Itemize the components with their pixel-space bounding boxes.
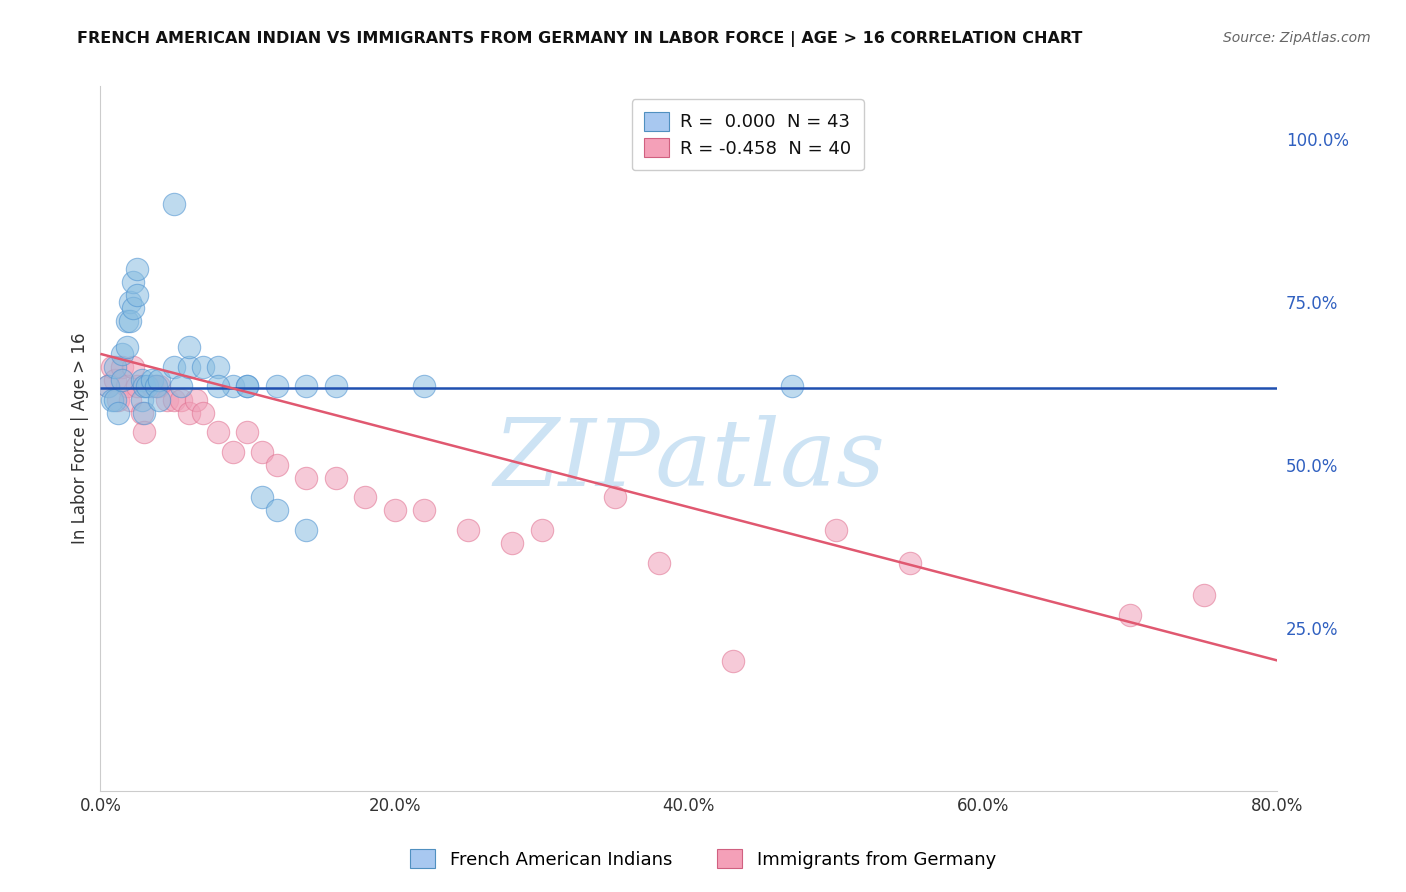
Point	[648, 556, 671, 570]
Point	[413, 503, 436, 517]
Point	[104, 359, 127, 374]
Text: FRENCH AMERICAN INDIAN VS IMMIGRANTS FROM GERMANY IN LABOR FORCE | AGE > 16 CORR: FRENCH AMERICAN INDIAN VS IMMIGRANTS FRO…	[77, 31, 1083, 47]
Point	[170, 392, 193, 407]
Point	[222, 444, 245, 458]
Point	[222, 379, 245, 393]
Point	[104, 373, 127, 387]
Point	[115, 314, 138, 328]
Point	[177, 406, 200, 420]
Point	[384, 503, 406, 517]
Point	[163, 359, 186, 374]
Point	[295, 379, 318, 393]
Point	[134, 379, 156, 393]
Point	[163, 392, 186, 407]
Point	[131, 373, 153, 387]
Point	[1192, 588, 1215, 602]
Point	[136, 379, 159, 393]
Point	[1119, 607, 1142, 622]
Point	[101, 359, 124, 374]
Point	[134, 425, 156, 439]
Point	[457, 523, 479, 537]
Point	[177, 340, 200, 354]
Point	[118, 392, 141, 407]
Point	[115, 379, 138, 393]
Point	[170, 379, 193, 393]
Point	[530, 523, 553, 537]
Point	[605, 491, 627, 505]
Point	[97, 379, 120, 393]
Point	[266, 458, 288, 472]
Point	[148, 379, 170, 393]
Point	[141, 373, 163, 387]
Point	[127, 262, 149, 277]
Point	[141, 379, 163, 393]
Point	[131, 392, 153, 407]
Point	[104, 392, 127, 407]
Point	[145, 379, 167, 393]
Point	[111, 373, 134, 387]
Point	[177, 359, 200, 374]
Point	[118, 314, 141, 328]
Point	[236, 379, 259, 393]
Point	[193, 359, 215, 374]
Point	[184, 392, 207, 407]
Point	[295, 471, 318, 485]
Point	[898, 556, 921, 570]
Point	[97, 379, 120, 393]
Point	[250, 444, 273, 458]
Point	[721, 653, 744, 667]
Point	[148, 373, 170, 387]
Point	[207, 425, 229, 439]
Point	[148, 392, 170, 407]
Point	[266, 503, 288, 517]
Point	[163, 196, 186, 211]
Point	[236, 379, 259, 393]
Legend: R =  0.000  N = 43, R = -0.458  N = 40: R = 0.000 N = 43, R = -0.458 N = 40	[631, 99, 865, 170]
Point	[501, 536, 523, 550]
Text: Source: ZipAtlas.com: Source: ZipAtlas.com	[1223, 31, 1371, 45]
Point	[107, 406, 129, 420]
Point	[825, 523, 848, 537]
Point	[354, 491, 377, 505]
Point	[145, 379, 167, 393]
Point	[250, 491, 273, 505]
Point	[207, 379, 229, 393]
Point	[780, 379, 803, 393]
Point	[115, 340, 138, 354]
Point	[127, 379, 149, 393]
Point	[121, 359, 143, 374]
Point	[295, 523, 318, 537]
Point	[107, 392, 129, 407]
Point	[134, 406, 156, 420]
Point	[266, 379, 288, 393]
Text: ZIPatlas: ZIPatlas	[494, 415, 884, 505]
Point	[155, 392, 177, 407]
Point	[118, 294, 141, 309]
Point	[121, 275, 143, 289]
Point	[193, 406, 215, 420]
Point	[101, 392, 124, 407]
Point	[207, 359, 229, 374]
Point	[325, 471, 347, 485]
Point	[127, 288, 149, 302]
Legend: French American Indians, Immigrants from Germany: French American Indians, Immigrants from…	[402, 841, 1004, 876]
Point	[131, 406, 153, 420]
Point	[413, 379, 436, 393]
Point	[121, 301, 143, 316]
Point	[325, 379, 347, 393]
Point	[111, 347, 134, 361]
Y-axis label: In Labor Force | Age > 16: In Labor Force | Age > 16	[72, 333, 89, 544]
Point	[111, 359, 134, 374]
Point	[236, 425, 259, 439]
